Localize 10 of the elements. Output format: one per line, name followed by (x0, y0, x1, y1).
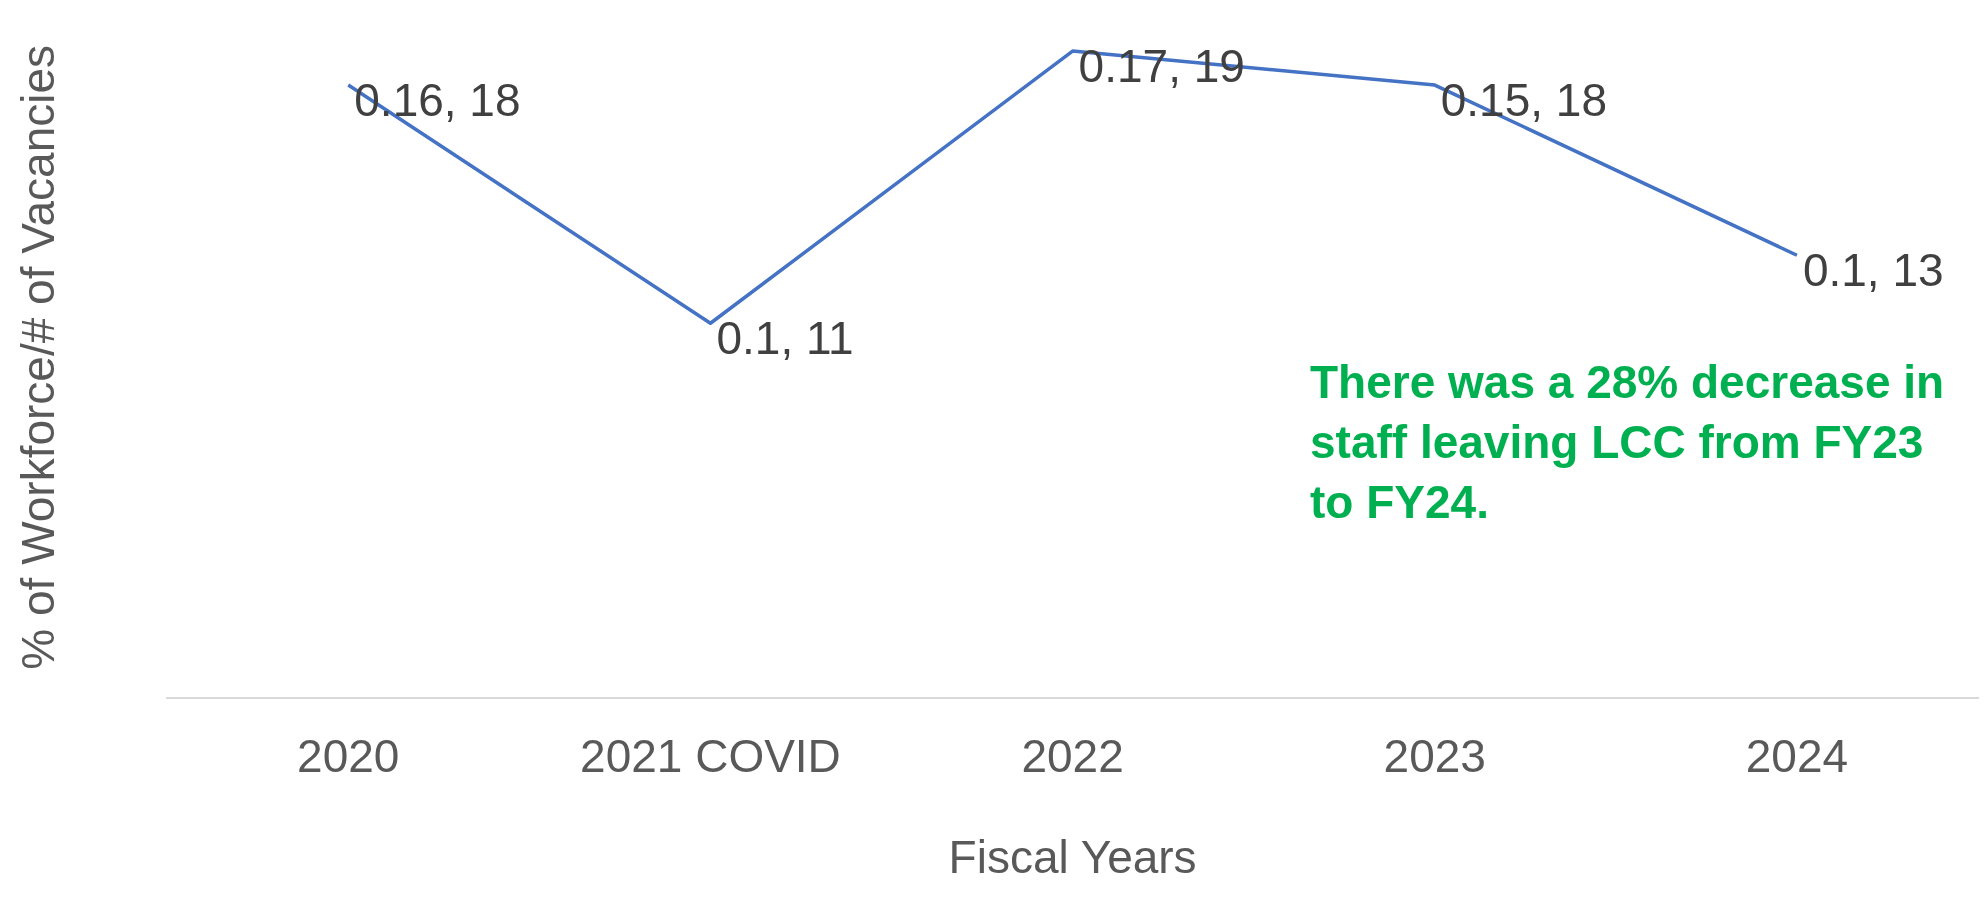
x-tick-label: 2024 (1745, 729, 1849, 782)
x-axis-title: Fiscal Years (948, 831, 1197, 884)
text: There was a 28% decrease in staff leaving LCC from FY23 to FY24. (1310, 356, 1945, 528)
x-tick-label: 2023 (1383, 729, 1486, 782)
x-tick-label: 2020 (297, 729, 400, 782)
x-tick-label: 2021 COVID (580, 729, 841, 782)
y-axis-title: % of Workforce/# of Vacancies (12, 44, 65, 670)
data-label: 0.1, 11 (716, 311, 854, 364)
data-label: 0.1, 13 (1802, 243, 1944, 296)
x-tick-label: 2022 (1021, 729, 1124, 782)
